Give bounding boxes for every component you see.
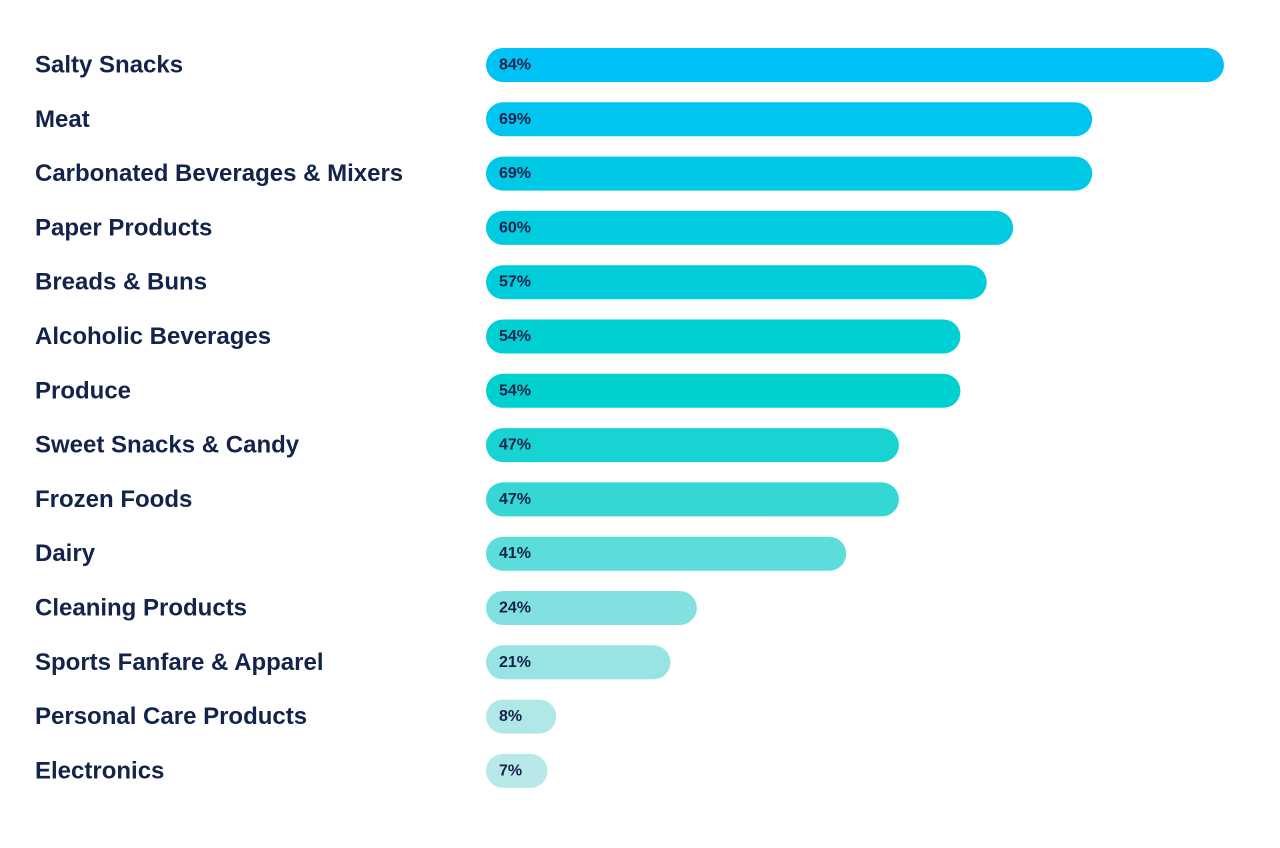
bar: [486, 48, 1224, 82]
bar: [486, 210, 1014, 245]
value-label: 47%: [499, 491, 531, 508]
category-label: Sports Fanfare & Apparel: [35, 649, 324, 676]
value-label: 57%: [499, 274, 531, 291]
value-label: 21%: [499, 654, 531, 671]
category-labels: Salty Snacks Meat Carbonated Beverages & M…: [35, 52, 403, 785]
value-labels: 84% 69% 69% 60% 57% 54% 54% 47% 47% 41% 24% 21% 8% 7%: [499, 57, 531, 780]
category-label: Personal Care Products: [35, 703, 307, 730]
category-label: Breads & Buns: [35, 269, 207, 296]
category-label: Sweet Snacks & Candy: [35, 432, 300, 459]
value-label: 24%: [499, 600, 531, 617]
bar: [486, 699, 557, 734]
category-label: Produce: [35, 377, 131, 404]
value-label: 69%: [499, 165, 531, 182]
value-label: 54%: [499, 328, 531, 345]
value-label: 7%: [499, 762, 522, 779]
value-label: 60%: [499, 219, 531, 236]
bar: [486, 482, 899, 517]
category-label: Carbonated Beverages & Mixers: [35, 160, 403, 187]
bar: [486, 428, 899, 463]
bar: [486, 536, 847, 571]
bar: [486, 265, 987, 300]
bar: [486, 373, 961, 408]
value-label: 54%: [499, 382, 531, 399]
bar: [486, 753, 548, 788]
value-label: 84%: [499, 57, 531, 74]
bar: [486, 102, 1093, 137]
bar: [486, 319, 961, 354]
category-label: Salty Snacks: [35, 52, 183, 79]
category-label: Alcoholic Beverages: [35, 323, 271, 350]
category-label: Electronics: [35, 757, 164, 784]
bars: [486, 48, 1224, 788]
value-label: 8%: [499, 708, 522, 725]
value-label: 69%: [499, 111, 531, 128]
value-label: 47%: [499, 437, 531, 454]
bar: [486, 156, 1093, 191]
category-label: Frozen Foods: [35, 486, 192, 513]
category-label: Meat: [35, 106, 90, 133]
category-label: Cleaning Products: [35, 595, 247, 622]
category-label: Dairy: [35, 540, 96, 567]
bar: [486, 645, 671, 680]
bar: [486, 591, 697, 625]
value-label: 41%: [499, 545, 531, 562]
category-label: Paper Products: [35, 214, 212, 241]
